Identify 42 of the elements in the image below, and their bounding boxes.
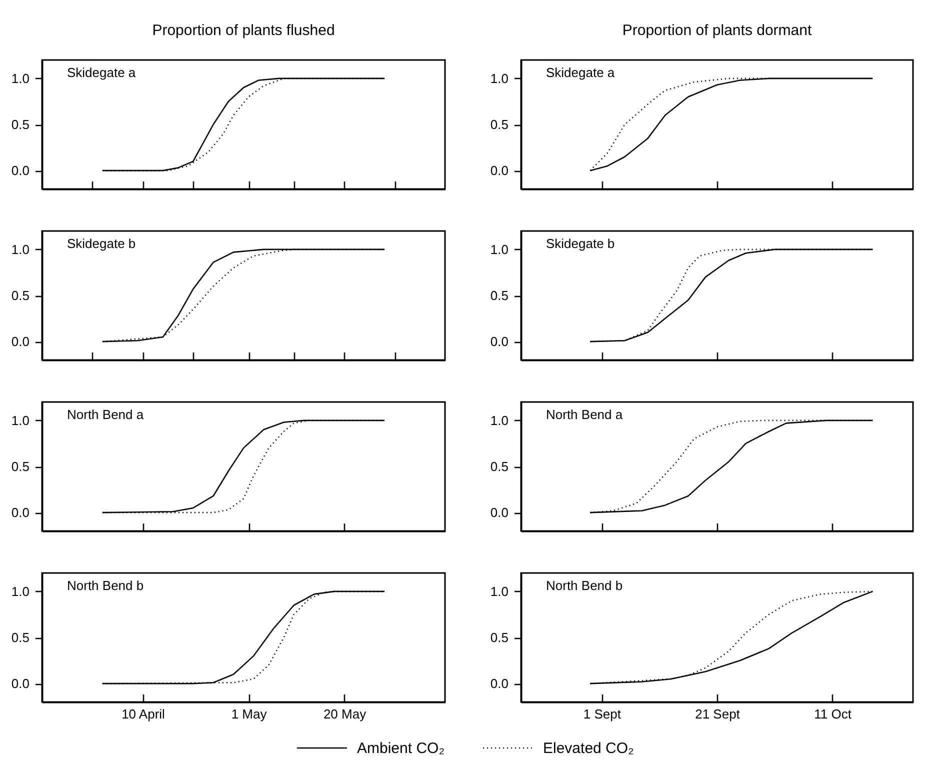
x-tick-label: 20 May (323, 706, 367, 722)
y-tick-label: 1.0 (11, 584, 30, 599)
annotation: Skidegate b (546, 236, 615, 251)
y-tick-label: 1.0 (490, 242, 508, 257)
y-tick-label: 0.5 (11, 288, 30, 303)
y-tick-label: 0.0 (11, 505, 30, 520)
y-tick-label: 1.0 (490, 70, 508, 86)
y-tick-label: 0.0 (490, 334, 508, 350)
y-tick-label: 0.0 (490, 163, 508, 178)
annotation: Skidegate a (546, 65, 616, 80)
y-tick-label: 0.0 (490, 505, 508, 520)
x-tick-label: 1 May (231, 706, 268, 722)
y-tick-label: 0.0 (490, 676, 508, 692)
annotation: North Bend b (67, 578, 144, 593)
y-tick-label: 0.5 (11, 117, 30, 132)
y-tick-label: 0.5 (490, 630, 508, 645)
y-tick-label: 0.5 (11, 630, 30, 645)
y-tick-label: 0.0 (11, 676, 30, 692)
y-tick-label: 0.5 (490, 459, 508, 474)
y-tick-label: 0.5 (490, 288, 508, 303)
y-tick-label: 1.0 (490, 412, 508, 428)
annotation: North Bend a (67, 407, 144, 422)
chart-title: Proportion of plants flushed (152, 22, 335, 39)
y-tick-label: 1.0 (490, 584, 508, 599)
y-tick-label: 0.0 (11, 163, 30, 178)
annotation: Skidegate b (67, 236, 136, 251)
legend-label: Ambient CO₂ (357, 740, 445, 757)
legend-label: Elevated CO₂ (543, 740, 634, 757)
annotation: North Bend a (546, 407, 624, 422)
annotation: Skidegate a (67, 65, 136, 80)
y-tick-label: 0.0 (11, 334, 30, 350)
x-tick-label: 21 Sept (695, 706, 740, 722)
y-tick-label: 0.5 (490, 117, 508, 132)
y-tick-label: 1.0 (11, 70, 30, 86)
chart-title: Proportion of plants dormant (622, 22, 812, 39)
y-tick-label: 1.0 (11, 412, 30, 428)
x-tick-label: 10 April (122, 706, 166, 722)
annotation: North Bend b (546, 578, 623, 593)
y-tick-label: 0.5 (11, 459, 30, 474)
y-tick-label: 1.0 (11, 242, 30, 257)
x-tick-label: 11 Oct (814, 706, 852, 722)
x-tick-label: 1 Sept (583, 706, 622, 722)
